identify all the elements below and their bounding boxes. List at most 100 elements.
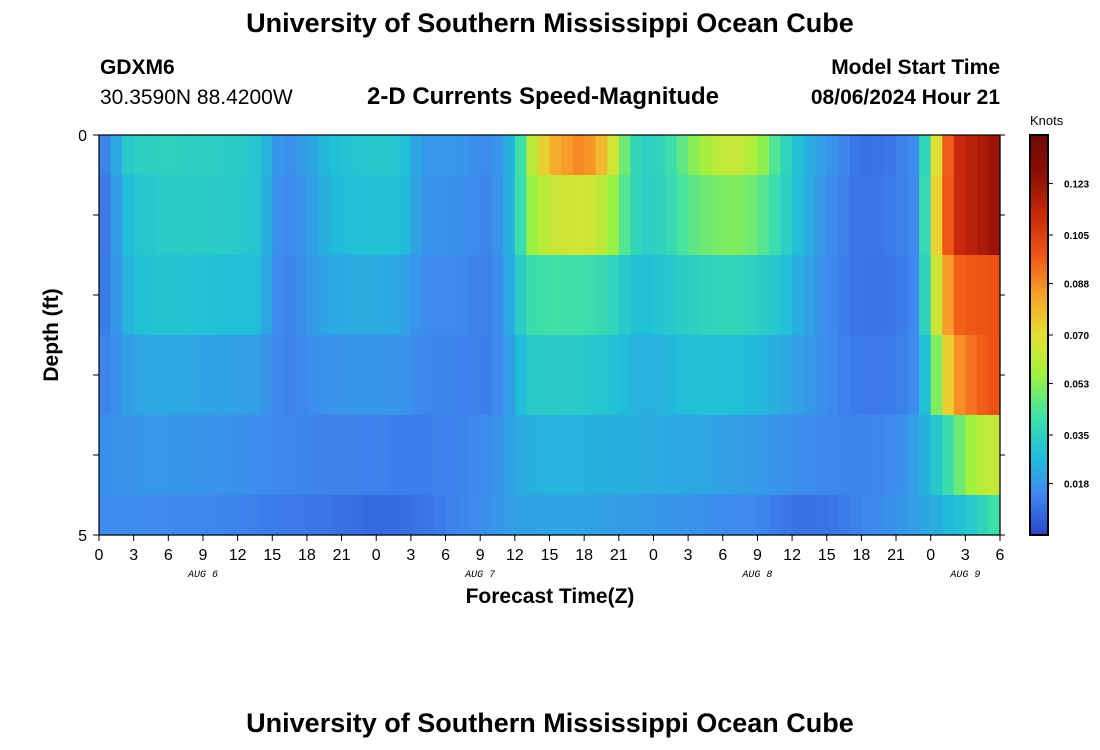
x-tick-label: 6: [996, 547, 1005, 564]
heatmap-cell: [653, 335, 666, 416]
heatmap-cell: [468, 495, 481, 536]
heatmap-cell: [526, 255, 539, 336]
heatmap-cell: [514, 335, 527, 416]
x-tick-label: 3: [406, 547, 415, 564]
heatmap-cell: [422, 255, 435, 336]
heatmap-cell: [688, 135, 701, 176]
heatmap-cell: [907, 495, 920, 536]
x-tick-label: 21: [610, 547, 628, 564]
heatmap-cell: [711, 335, 724, 416]
x-tick-label: 18: [575, 547, 593, 564]
heatmap-cell: [584, 135, 597, 176]
heatmap-cell: [595, 255, 608, 336]
x-tick-label: 3: [961, 547, 970, 564]
heatmap-cell: [341, 175, 354, 256]
heatmap-cell: [514, 255, 527, 336]
heatmap-cell: [445, 495, 458, 536]
x-axis-label: Forecast Time(Z): [465, 585, 635, 608]
heatmap-cell: [214, 335, 227, 416]
heatmap-cell: [861, 255, 874, 336]
heatmap-cell: [722, 495, 735, 536]
heatmap-cell: [99, 135, 112, 176]
heatmap-cell: [896, 495, 909, 536]
heatmap-cell: [838, 135, 851, 176]
heatmap-cell: [699, 255, 712, 336]
heatmap-cell: [745, 175, 759, 256]
heatmap-cell: [549, 255, 562, 336]
heatmap-cell: [260, 415, 273, 496]
heatmap-cell: [688, 175, 701, 256]
heatmap-cell: [561, 135, 574, 176]
heatmap-cell: [364, 255, 377, 336]
heatmap-cell: [353, 175, 366, 256]
heatmap-cell: [445, 175, 458, 256]
heatmap-cell: [480, 495, 493, 536]
colorbar-tick-label: 0.035: [1064, 431, 1089, 442]
heatmap-cell: [595, 415, 608, 496]
heatmap-cell: [376, 255, 389, 336]
heatmap-cell: [838, 175, 851, 256]
heatmap-cell: [896, 175, 909, 256]
heatmap-cell: [376, 415, 389, 496]
heatmap-cell: [260, 495, 273, 536]
heatmap-cell: [976, 495, 990, 536]
heatmap-cell: [156, 335, 169, 416]
heatmap-cell: [676, 495, 689, 536]
heatmap-cell: [722, 335, 735, 416]
heatmap-cell: [630, 335, 643, 416]
heatmap-cell: [630, 495, 643, 536]
heatmap-cell: [249, 415, 262, 496]
heatmap-cell: [549, 175, 562, 256]
heatmap-cell: [260, 335, 273, 416]
x-tick-label: 21: [887, 547, 905, 564]
heatmap-cell: [711, 415, 724, 496]
heatmap-cell: [930, 415, 943, 496]
heatmap-cell: [676, 415, 689, 496]
heatmap-cell: [491, 175, 504, 256]
heatmap-cell: [145, 415, 158, 496]
colorbar-scale: [1029, 134, 1049, 536]
heatmap-cell: [803, 415, 816, 496]
heatmap-cell: [214, 495, 227, 536]
heatmap-cell: [699, 495, 712, 536]
heatmap-cell: [283, 335, 296, 416]
heatmap-cell: [665, 135, 678, 176]
heatmap-cell: [953, 255, 966, 336]
heatmap-cell: [191, 415, 204, 496]
heatmap-cell: [503, 175, 516, 256]
heatmap-cell: [191, 135, 204, 176]
heatmap-cell: [792, 415, 805, 496]
heatmap-cell: [433, 335, 447, 416]
heatmap-cell: [699, 415, 712, 496]
x-tick-label: 6: [164, 547, 173, 564]
heatmap-cell: [561, 415, 574, 496]
heatmap-cell: [226, 255, 239, 336]
heatmap-cell: [330, 175, 343, 256]
heatmap-cell: [688, 255, 701, 336]
heatmap-cell: [272, 415, 285, 496]
heatmap-cell: [457, 495, 470, 536]
heatmap-cell: [526, 415, 539, 496]
heatmap-cell: [884, 335, 897, 416]
heatmap-cell: [826, 175, 839, 256]
heatmap-cell: [965, 415, 978, 496]
heatmap-cell: [711, 175, 724, 256]
heatmap-cell: [537, 175, 551, 256]
heatmap-cell: [145, 495, 158, 536]
heatmap-cell: [549, 415, 562, 496]
heatmap-cell: [457, 175, 470, 256]
heatmap-cell: [561, 255, 574, 336]
heatmap-cell: [919, 175, 932, 256]
heatmap-cell: [364, 335, 377, 416]
heatmap-cell: [168, 255, 181, 336]
heatmap-cell: [919, 495, 932, 536]
x-tick-label: 15: [818, 547, 836, 564]
heatmap-cell: [226, 495, 239, 536]
heatmap-cell: [537, 335, 551, 416]
heatmap-cell: [260, 135, 273, 176]
heatmap-cell: [133, 415, 146, 496]
heatmap-cell: [768, 335, 782, 416]
heatmap-cell: [618, 415, 631, 496]
heatmap-cell: [838, 495, 851, 536]
